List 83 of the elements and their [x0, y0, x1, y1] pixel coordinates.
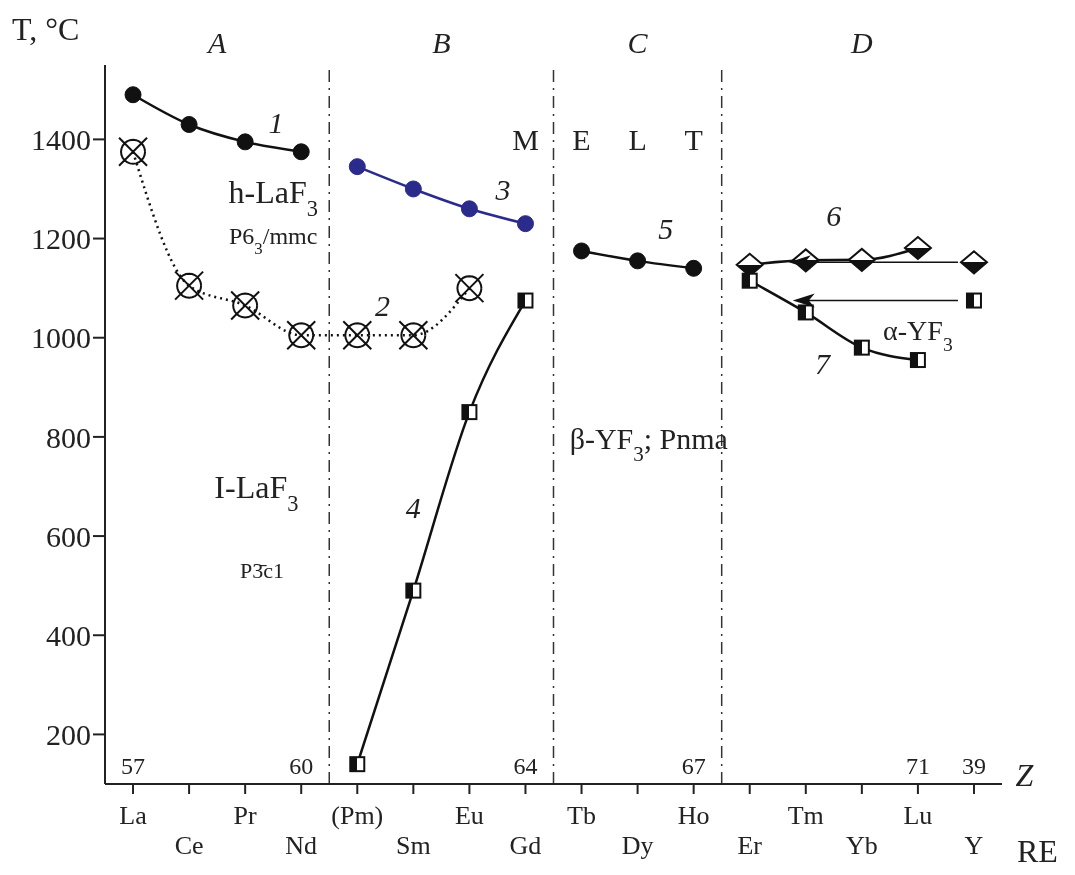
point: [573, 242, 591, 260]
x-tick-label: Y: [964, 831, 984, 860]
text: B: [432, 25, 451, 59]
point: [847, 247, 876, 272]
point: [124, 86, 142, 104]
x-tick-label: Sm: [396, 831, 431, 860]
point: [180, 116, 198, 133]
point: [517, 292, 534, 309]
x-tick-label: Tb: [567, 801, 596, 830]
text: D: [850, 25, 874, 59]
point: [404, 180, 422, 198]
annotation: 71: [905, 753, 930, 780]
annotation: 7: [815, 346, 833, 380]
annotation: 6: [826, 198, 842, 232]
x-axis-title: RE: [1017, 833, 1058, 869]
annotation: 39: [961, 753, 986, 780]
annotation: 64: [513, 753, 538, 780]
x-tick-label: (Pm): [331, 801, 384, 830]
point: [959, 250, 988, 275]
x-tick-label: Nd: [285, 831, 318, 860]
point: [349, 756, 366, 773]
x-tick-label: Eu: [454, 801, 484, 830]
text: A: [205, 25, 227, 59]
x-tick-label: Yb: [845, 831, 878, 860]
annotation: L: [628, 122, 647, 156]
annotation: 3: [494, 172, 511, 206]
point: [516, 215, 534, 233]
y-tick-label: 1000: [31, 321, 91, 355]
annotation: h-LaF$_{3}$: [228, 174, 318, 221]
x-tick-label: Er: [737, 831, 763, 860]
annotation: 2: [375, 288, 391, 322]
x-tick-label: Dy: [621, 831, 654, 860]
point: [741, 272, 758, 289]
point: [461, 404, 478, 421]
text: C: [627, 25, 649, 59]
annotation: 4: [405, 490, 421, 524]
x-tick-label: Tm: [787, 801, 824, 830]
point: [460, 200, 478, 218]
x-tick-label: La: [119, 801, 148, 830]
x-tick-label: Ho: [677, 801, 710, 830]
annotation: 5: [658, 211, 674, 245]
x-tick-label: Lu: [903, 801, 933, 830]
annotation: P3̄c1: [239, 557, 284, 583]
point: [685, 259, 703, 277]
annotation: M: [512, 122, 539, 156]
annotation: E: [572, 122, 591, 156]
x-tick-label: Ce: [174, 831, 204, 860]
point: [174, 270, 205, 301]
y-tick-label: 1400: [31, 123, 91, 157]
annotation: P6$_{3}$/mmc: [228, 223, 318, 258]
point: [286, 320, 317, 351]
y-tick-label: 800: [46, 420, 91, 454]
y-tick-label: 600: [46, 519, 91, 553]
point: [398, 320, 429, 351]
point: [405, 582, 422, 599]
point: [292, 143, 310, 161]
point: [797, 304, 814, 321]
point: [853, 339, 870, 356]
y-tick-label: 200: [46, 718, 91, 752]
annotation: 67: [681, 753, 706, 780]
point: [454, 273, 485, 304]
point: [965, 292, 982, 309]
annotation: T: [684, 122, 703, 156]
point: [348, 158, 366, 176]
annotation: 57: [121, 753, 146, 780]
point: [342, 320, 373, 351]
annotation: 1: [268, 105, 284, 139]
point: [909, 352, 926, 369]
point: [629, 252, 647, 270]
y-axis-title: T, °C: [12, 11, 80, 47]
point: [230, 290, 261, 321]
annotation: 60: [289, 753, 314, 780]
annotation: β-YF$_{3}$; Pnma: [569, 421, 728, 466]
point: [118, 136, 149, 167]
y-tick-label: 1200: [31, 222, 91, 256]
annotation: α-YF$_{3}$: [883, 314, 953, 355]
point: [903, 235, 932, 260]
x-tick-label: Pr: [233, 801, 258, 830]
point: [236, 133, 254, 151]
text: Z: [1015, 757, 1035, 794]
annotation: I-LaF$_{3}$: [214, 469, 299, 516]
x-tick-label: Gd: [509, 831, 542, 860]
y-tick-label: 400: [46, 618, 91, 652]
